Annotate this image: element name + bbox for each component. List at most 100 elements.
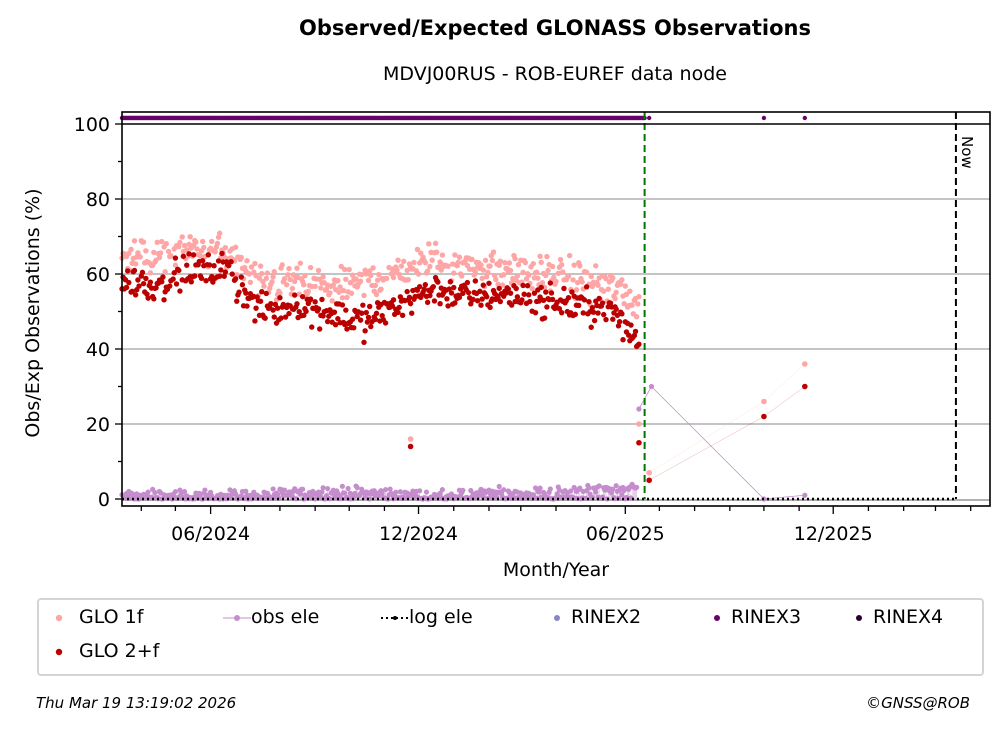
- glo-1f-point: [284, 282, 290, 288]
- glo-2f-point: [176, 267, 182, 274]
- glo-1f-point: [434, 249, 440, 255]
- glo-2f-point: [316, 326, 323, 332]
- glo-2f-point: [427, 292, 433, 299]
- glo-1f-point: [168, 253, 174, 259]
- glo-2f-point: [160, 274, 166, 280]
- chart-title: Observed/Expected GLONASS Observations: [299, 16, 811, 40]
- glo-1f-point: [287, 276, 293, 283]
- glo-2f-point: [409, 310, 415, 316]
- glo-1f-point: [549, 263, 556, 270]
- legend-item-rinex3: RINEX3: [703, 606, 801, 628]
- glo-2f-point: [626, 332, 632, 338]
- glo-1f-point: [422, 259, 429, 266]
- glo-2f-point: [315, 306, 322, 312]
- glo-1f-point: [485, 269, 491, 276]
- glo-2f-point: [448, 290, 455, 296]
- glo-1f-point: [418, 250, 424, 256]
- obs-ele-point: [387, 486, 393, 492]
- glo-1f-point: [348, 290, 355, 297]
- glo-1f-point: [579, 279, 585, 285]
- glo-2f-point: [263, 290, 269, 297]
- glo-2f-point: [278, 315, 284, 321]
- glo-1f-point: [404, 267, 410, 274]
- glo-1f-point: [285, 272, 291, 278]
- legend-item-glo-1f: GLO 1f: [51, 606, 143, 628]
- glo-2f-point: [206, 262, 213, 268]
- glo-1f-point: [201, 244, 207, 251]
- glo-1f-point: [566, 252, 573, 259]
- glo-1f-point: [432, 240, 439, 247]
- glo-2f-point: [543, 289, 549, 295]
- glo-2f-point: [218, 267, 224, 273]
- glo-1f-point: [633, 314, 640, 320]
- glo-2f-point: [271, 314, 277, 320]
- glo-2f-point: [335, 316, 341, 322]
- glo-2f-point: [478, 302, 484, 308]
- glo-1f-point: [621, 301, 627, 307]
- glo-2f-point: [372, 316, 379, 323]
- glo-2f-point-line: [649, 386, 805, 481]
- glo-2f-point: [344, 326, 350, 332]
- glo-2f-point: [636, 439, 642, 446]
- obs-ele-point: [202, 487, 208, 493]
- glo-1f-point: [286, 265, 292, 272]
- glo-1f-point: [336, 289, 342, 295]
- glo-2f-point: [632, 328, 639, 335]
- glo-2f-point: [363, 309, 369, 316]
- glo-1f-point: [384, 275, 390, 282]
- glo-2f-point: [514, 294, 521, 300]
- glo-2f-point: [435, 279, 441, 285]
- glo-2f-point: [331, 309, 338, 315]
- glo-1f-point: [270, 274, 276, 280]
- legend-item-log-ele: log ele: [381, 606, 473, 628]
- obs-ele-point: [354, 484, 360, 491]
- glo-2f-point: [301, 312, 307, 318]
- glo-2f-point: [479, 296, 485, 302]
- obs-ele-point: [342, 490, 348, 496]
- glo-1f-point: [264, 270, 271, 276]
- glo-1f-point: [289, 285, 296, 292]
- glo-2f-point: [217, 273, 223, 279]
- glo-2f-point: [483, 294, 490, 300]
- glo-1f-point: [312, 283, 318, 290]
- glo-2f-point: [151, 296, 157, 302]
- glo-2f-point: [365, 314, 372, 321]
- glo-1f-point: [573, 287, 580, 293]
- glo-1f-point: [163, 241, 170, 247]
- glo-1f-point: [478, 262, 484, 268]
- glo-1f-point: [405, 276, 412, 283]
- obs-ele-point: [501, 487, 507, 493]
- glo-2f-point: [569, 289, 575, 295]
- glo-2f-point: [399, 312, 406, 319]
- glo-1f-point: [361, 292, 367, 299]
- copyright: ©GNSS@ROB: [866, 694, 970, 712]
- glo-2f-point: [628, 322, 634, 328]
- glo-1f-point: [558, 262, 565, 268]
- chart-subtitle: MDVJ00RUS - ROB-EUREF data node: [383, 63, 727, 85]
- glo-1f-point: [429, 257, 435, 263]
- glo-2f-point: [595, 310, 601, 316]
- glo-1f-point: [539, 280, 546, 286]
- glo-1f-point: [357, 278, 364, 285]
- glo-2f-point: [547, 280, 554, 286]
- glo-2f-point: [361, 339, 367, 345]
- glo-2f-point: [549, 296, 556, 303]
- glo-2f-point: [445, 303, 451, 309]
- glo-2f-point: [262, 315, 268, 321]
- glo-2f-point: [126, 279, 132, 286]
- glo-2f-point: [422, 281, 429, 288]
- glo-2f-point: [184, 262, 190, 268]
- glo-1f-point: [610, 275, 616, 281]
- obs-ele-point: [496, 483, 502, 490]
- glo-2f-point: [407, 300, 414, 307]
- glo-2f-point: [153, 285, 159, 291]
- glo-2f-point: [526, 292, 532, 298]
- glo-2f-point: [538, 284, 544, 291]
- glo-1f-point: [131, 238, 138, 244]
- obs-ele-point: [300, 486, 306, 492]
- glo-1f-point: [269, 279, 275, 285]
- glo-1f-point: [636, 293, 642, 300]
- glo-2f-point: [188, 279, 195, 285]
- glo-2f-point: [541, 315, 548, 321]
- glo-2f-point: [572, 311, 579, 318]
